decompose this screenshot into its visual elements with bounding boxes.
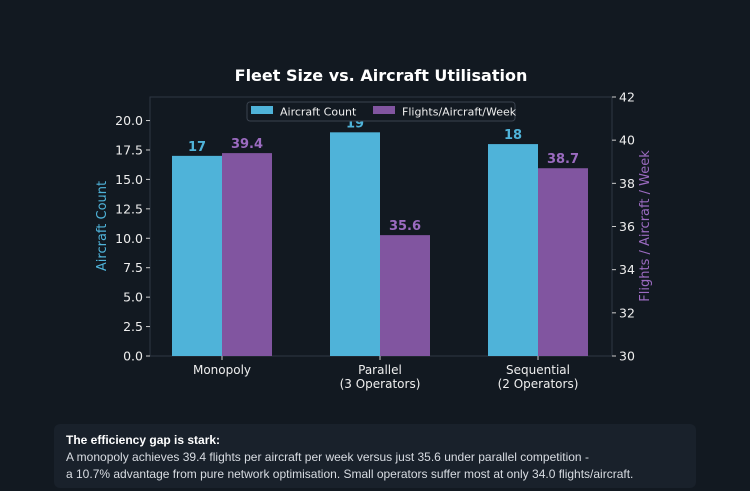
bar-flights-per-aircraft xyxy=(380,235,430,356)
y2-tick-label: 34 xyxy=(619,262,635,277)
y-tick-label: 10.0 xyxy=(115,231,143,246)
data-label-flights: 38.7 xyxy=(547,152,579,167)
y-axis-label: Aircraft Count xyxy=(95,181,110,271)
y2-tick-label: 38 xyxy=(619,176,635,191)
x-tick-label: (3 Operators) xyxy=(340,377,421,391)
data-label-flights: 39.4 xyxy=(231,137,263,152)
x-tick-label: Monopoly xyxy=(193,363,251,377)
x-tick-label: Sequential xyxy=(506,363,570,377)
data-label-aircraft-count: 18 xyxy=(504,128,522,143)
y2-tick-label: 40 xyxy=(619,133,635,148)
chart: Fleet Size vs. Aircraft Utilisation 0.0 2.… xyxy=(95,66,653,391)
insight-line-1: A monopoly achieves 39.4 flights per air… xyxy=(66,450,589,464)
bar-flights-per-aircraft xyxy=(538,168,588,356)
data-label-aircraft-count: 17 xyxy=(188,140,206,155)
y-tick-label: 20.0 xyxy=(115,113,143,128)
x-tick-label: Parallel xyxy=(358,363,402,377)
bar-aircraft-count xyxy=(488,144,538,356)
y-tick-label: 2.5 xyxy=(123,319,143,334)
bar-flights-per-aircraft xyxy=(222,153,272,356)
y-tick-label: 5.0 xyxy=(123,290,143,305)
insight-heading: The efficiency gap is stark: xyxy=(66,433,221,447)
y2-axis-label: Flights / Aircraft / Week xyxy=(638,150,653,302)
legend-swatch-flights xyxy=(373,106,395,114)
y2-tick-label: 32 xyxy=(619,305,635,320)
bar-aircraft-count xyxy=(172,155,222,356)
x-tick-label: (2 Operators) xyxy=(498,377,579,391)
insight-line-2: a 10.7% advantage from pure network opti… xyxy=(66,467,634,481)
y-tick-label: 7.5 xyxy=(123,260,143,275)
y-tick-label: 0.0 xyxy=(123,349,143,364)
y2-tick-label: 42 xyxy=(619,90,635,105)
y-tick-label: 17.5 xyxy=(115,142,143,157)
y2-tick-label: 36 xyxy=(619,219,635,234)
legend-swatch-aircraft xyxy=(251,106,273,114)
data-label-flights: 35.6 xyxy=(389,219,421,234)
legend-label-aircraft: Aircraft Count xyxy=(280,106,357,119)
chart-title: Fleet Size vs. Aircraft Utilisation xyxy=(235,66,528,85)
y2-tick-label: 30 xyxy=(619,349,635,364)
insight-box: The efficiency gap is stark: A monopoly … xyxy=(54,424,696,488)
y-tick-label: 15.0 xyxy=(115,172,143,187)
y-tick-label: 12.5 xyxy=(115,201,143,216)
legend-label-flights: Flights/Aircraft/Week xyxy=(402,106,517,119)
bar-aircraft-count xyxy=(330,132,380,356)
